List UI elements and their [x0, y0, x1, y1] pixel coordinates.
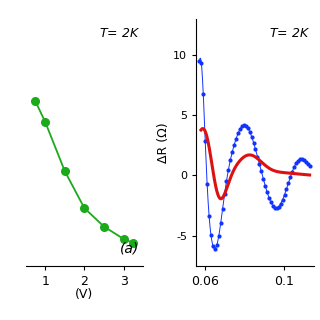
Point	[33, 99, 38, 104]
Point	[280, 197, 285, 202]
Point	[226, 167, 231, 172]
Point	[247, 129, 252, 134]
Point	[272, 205, 277, 210]
Point	[307, 163, 312, 168]
Point	[197, 59, 202, 64]
Point	[255, 154, 260, 159]
Point	[257, 161, 262, 166]
Point	[297, 157, 302, 162]
Point	[230, 149, 235, 155]
Point	[199, 60, 204, 66]
Point	[270, 203, 276, 208]
Point	[62, 169, 67, 174]
Point	[293, 161, 299, 166]
Point	[278, 201, 283, 206]
Point	[214, 243, 220, 248]
Point	[216, 234, 221, 239]
Point	[268, 200, 274, 205]
Point	[234, 136, 239, 141]
Point	[236, 131, 241, 136]
Text: $T$= 2K: $T$= 2K	[99, 27, 140, 40]
Point	[224, 179, 229, 184]
Point	[241, 123, 246, 128]
Point	[265, 189, 270, 195]
Point	[220, 206, 225, 212]
Point	[251, 140, 256, 145]
Point	[245, 125, 250, 130]
Point	[121, 236, 126, 242]
Point	[210, 243, 215, 248]
Point	[212, 246, 218, 251]
Point	[253, 147, 258, 152]
Point	[261, 176, 266, 181]
Point	[299, 156, 304, 162]
Point	[305, 161, 310, 166]
Point	[237, 127, 243, 132]
Point	[292, 164, 297, 170]
Point	[82, 205, 87, 211]
Point	[239, 124, 244, 129]
Point	[301, 157, 307, 163]
Point	[208, 233, 213, 238]
Point	[282, 192, 287, 197]
Point	[286, 180, 291, 186]
Point	[284, 187, 289, 192]
Point	[295, 158, 300, 163]
Point	[228, 157, 233, 163]
Point	[43, 119, 48, 124]
Point	[204, 181, 210, 187]
Point	[274, 205, 279, 210]
Point	[206, 213, 212, 218]
Point	[303, 159, 308, 164]
Point	[267, 195, 272, 200]
Point	[131, 240, 136, 245]
Point	[201, 92, 206, 97]
Point	[290, 169, 295, 174]
Point	[232, 142, 237, 147]
Point	[203, 138, 208, 143]
Text: (a): (a)	[120, 242, 140, 256]
X-axis label: (V): (V)	[75, 288, 93, 300]
Point	[249, 134, 254, 139]
Point	[218, 221, 223, 226]
Text: $T$= 2K: $T$= 2K	[269, 27, 310, 40]
Y-axis label: ΔR (Ω): ΔR (Ω)	[157, 122, 170, 163]
Point	[263, 183, 268, 188]
Point	[259, 169, 264, 174]
Point	[276, 204, 281, 209]
Point	[243, 123, 248, 128]
Point	[101, 224, 107, 229]
Point	[288, 175, 293, 180]
Point	[222, 192, 227, 197]
